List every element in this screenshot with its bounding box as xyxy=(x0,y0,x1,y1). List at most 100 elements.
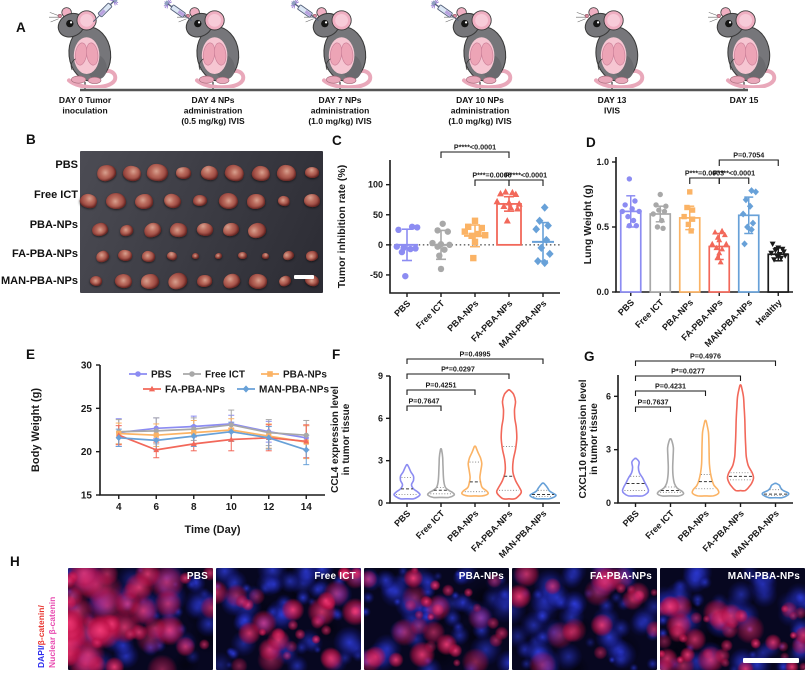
sig-bracket xyxy=(718,177,750,184)
data-point xyxy=(723,240,730,247)
data-point xyxy=(540,258,549,268)
x-category-label: Free ICT xyxy=(643,508,676,541)
y-tick-label: 0 xyxy=(378,498,383,508)
p-value-label: P****<0.0001 xyxy=(713,169,755,178)
sig-bracket xyxy=(634,390,707,396)
data-point xyxy=(532,225,541,234)
data-point xyxy=(189,371,195,377)
x-category-label: PBS xyxy=(392,508,412,528)
data-point xyxy=(625,213,631,220)
sig-bracket xyxy=(634,360,777,366)
tumor-sample xyxy=(134,193,154,209)
y-tick-label: 0 xyxy=(378,240,383,250)
tumor-sample xyxy=(112,272,134,290)
data-point xyxy=(434,243,441,250)
data-point xyxy=(436,252,443,259)
series-line xyxy=(118,434,307,451)
p-value-label: P=0.4231 xyxy=(655,382,686,391)
data-point xyxy=(303,432,309,438)
chart-body-weight: 15 20 25 30 4 6 8 10 12 14 Time (Day) Body Weight (… xyxy=(30,361,329,537)
data-point xyxy=(482,232,489,239)
chart-f-violin: 0 3 6 9 CCL4 expression level in tumor tissue… xyxy=(330,350,560,560)
data-point xyxy=(470,254,477,262)
data-point xyxy=(507,203,515,211)
data-point xyxy=(782,253,789,259)
tumor-sample xyxy=(195,221,215,239)
tumor-row-label: PBA-NPs xyxy=(29,219,78,231)
data-point xyxy=(515,200,523,207)
data-point xyxy=(685,221,692,228)
data-point xyxy=(493,197,501,205)
data-point xyxy=(471,238,479,246)
sig-bracket xyxy=(406,358,544,364)
data-point xyxy=(663,203,669,209)
data-point xyxy=(465,223,472,231)
data-point xyxy=(242,385,250,393)
tumor-sample xyxy=(220,271,242,291)
y-tick-label: -50 xyxy=(370,270,383,280)
x-category-label: PBA-NPs xyxy=(445,298,480,333)
tumor-sample xyxy=(90,222,110,238)
data-point xyxy=(434,227,441,234)
y-tick-label: 3 xyxy=(606,445,611,455)
p-value-label: P=0.4995 xyxy=(460,350,491,359)
x-tick-label: 4 xyxy=(116,502,122,513)
data-point xyxy=(505,199,513,206)
p-value-label: P***=0.0006 xyxy=(472,171,511,180)
timeline-svg: DAY 0 Tumor inoculation DAY 4 NPs administr… xyxy=(0,0,807,126)
data-point xyxy=(689,207,696,213)
tumor-sample xyxy=(95,163,117,183)
p-value-label: P=0.7637 xyxy=(638,398,669,407)
if-image-label: PBS xyxy=(186,571,208,582)
data-point xyxy=(265,434,272,442)
axes xyxy=(389,160,560,294)
tumor-sample xyxy=(261,252,270,260)
panel-h-side-label: DAPI/β-catenin/Nuclear β-catenin xyxy=(36,597,57,668)
legend-label: PBA-NPs xyxy=(283,370,327,381)
legend-label: PBS xyxy=(151,370,172,381)
data-point xyxy=(689,216,696,222)
tumor-row-label: FA-PBA-NPs xyxy=(11,248,78,260)
p-value-label: P=0.7054 xyxy=(733,151,764,160)
mouse-illustration xyxy=(49,8,115,88)
legend-label: MAN-PBA-NPs xyxy=(259,385,329,396)
tumor-sample xyxy=(275,164,297,182)
x-category-label: Free ICT xyxy=(414,298,447,331)
data-point xyxy=(773,253,780,259)
tumor-sample xyxy=(250,163,271,183)
side-label-line2: Nuclear β-catenin xyxy=(46,596,57,668)
tumor-sample xyxy=(89,275,103,287)
tumor-sample xyxy=(246,193,266,209)
tumor-sample xyxy=(237,251,247,261)
data-point xyxy=(190,432,197,440)
data-point xyxy=(769,241,776,248)
data-point xyxy=(402,272,409,280)
tumor-row-label: PBS xyxy=(55,159,78,171)
tumor-sample xyxy=(217,191,239,211)
if-image-label: PBA-NPs xyxy=(458,571,504,582)
y-axis-title: in tumor tissue xyxy=(341,403,352,475)
data-point xyxy=(408,223,416,231)
data-point xyxy=(633,223,640,229)
p-value-label: P****<0.0001 xyxy=(454,143,496,152)
data-point xyxy=(630,217,637,224)
sig-bracket xyxy=(406,405,442,411)
y-axis-title: CCL4 expression level xyxy=(330,386,341,493)
x-axis-title: Time (Day) xyxy=(184,524,240,536)
sig-bracket xyxy=(718,159,779,166)
data-point xyxy=(437,265,445,273)
data-point xyxy=(412,245,419,252)
data-point xyxy=(712,229,719,235)
p-value-label: P=0.4976 xyxy=(690,352,721,361)
violin-shape xyxy=(691,419,720,497)
if-image-label: MAN-PBA-NPs xyxy=(727,571,800,582)
data-point xyxy=(115,434,122,442)
data-point xyxy=(719,227,726,234)
data-point xyxy=(653,202,659,208)
sig-bracket xyxy=(634,406,672,412)
y-tick-label: 3 xyxy=(378,456,383,466)
panel-d-letter: D xyxy=(586,135,596,150)
tumor-sample xyxy=(77,191,99,211)
y-tick-label: 50 xyxy=(373,210,383,220)
if-image-pbs: PBS xyxy=(68,568,213,670)
